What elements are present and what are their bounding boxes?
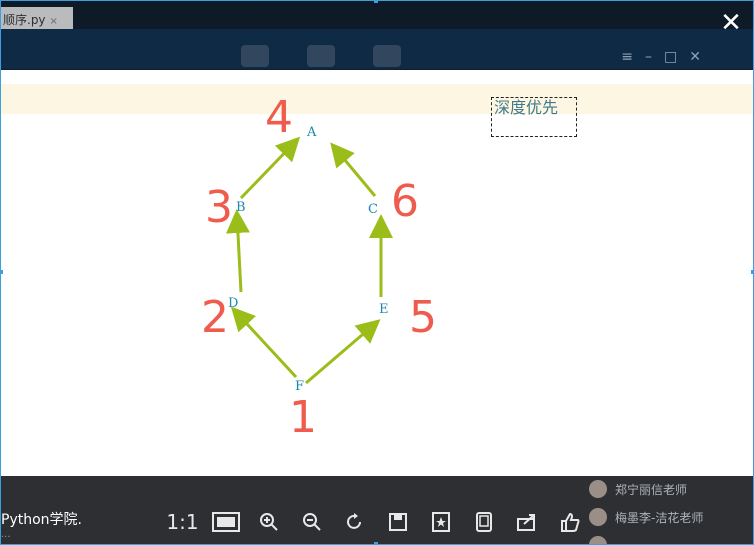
edge-b-a [239,136,301,200]
favorite-star-icon [431,512,450,532]
order-number-c: 6 [391,176,419,227]
tree-diagram: A B C D E F 4 3 6 2 5 1 [201,92,437,443]
list-item: 梅墨李-洁花老师 [589,503,739,531]
zoom-in-button[interactable] [252,505,286,539]
member-name: 郑宁丽信老师 [615,482,688,497]
resize-handle-bottom[interactable] [374,542,378,544]
like-button[interactable] [553,505,587,539]
contacts-icon [307,45,335,67]
edge-f-e [305,319,381,385]
member-name: ... [615,538,627,545]
node-d: D [228,296,238,311]
node-b: B [236,200,246,215]
save-icon [388,513,407,531]
node-a: A [306,125,317,140]
fit-window-icon [211,512,240,532]
avatar [589,536,607,544]
avatar [589,508,607,526]
background-course-sub: ... [1,529,11,540]
list-item: ... [589,531,739,545]
highlight-strip [1,84,753,114]
share-button[interactable] [510,505,544,539]
order-number-a: 4 [265,92,293,143]
favorite-button[interactable] [424,505,458,539]
rotate-button[interactable] [338,505,372,539]
node-f: F [295,379,304,394]
background-editor-tab: 顺序.py × [1,7,73,33]
zoom-out-icon [302,513,321,531]
chat-icon [241,45,269,67]
background-tab-label: 顺序.py [3,13,46,27]
document-icon [373,45,401,67]
order-number-d: 2 [201,292,229,343]
share-icon [516,514,535,531]
edge-c-a [330,142,377,197]
resize-handle-right[interactable] [751,270,753,274]
background-footer [1,476,753,544]
node-e: E [379,302,389,317]
background-tab-close: × [49,16,58,27]
phone-icon [475,512,492,532]
edge-f-d [230,306,298,379]
background-course-title-text: Python学院. [1,512,82,528]
edge-d-b [225,209,250,293]
resize-handle-top[interactable] [374,1,378,3]
background-course-title: Python学院. ... [1,509,82,540]
zoom-in-icon [259,513,278,531]
close-viewer-button[interactable]: ✕ [720,8,742,38]
order-number-f: 1 [289,392,317,443]
actual-size-button[interactable]: 1:1 [166,510,199,534]
fit-window-button[interactable] [209,505,243,539]
list-item: 郑宁丽信老师 [589,475,739,503]
device-button[interactable] [467,505,501,539]
zoom-out-button[interactable] [295,505,329,539]
annotation-textbox: 深度优先 [491,97,577,137]
viewer-toolbar: 1:1 [161,499,591,544]
background-window-controls: ≡–□✕ [621,49,713,65]
member-name: 梅墨李-洁花老师 [615,510,704,525]
background-toolbar-icons [241,45,401,67]
thumbs-up-icon [560,512,579,532]
background-member-list: 郑宁丽信老师 梅墨李-洁花老师 ... [589,475,739,545]
rotate-icon [346,513,361,529]
displayed-image: 深度优先 A B C D E F 4 3 6 2 [1,70,753,476]
resize-handle-left[interactable] [1,270,3,274]
order-number-b: 3 [205,182,233,233]
node-c: C [368,202,378,217]
save-button[interactable] [381,505,415,539]
order-number-e: 5 [409,292,437,343]
avatar [589,480,607,498]
